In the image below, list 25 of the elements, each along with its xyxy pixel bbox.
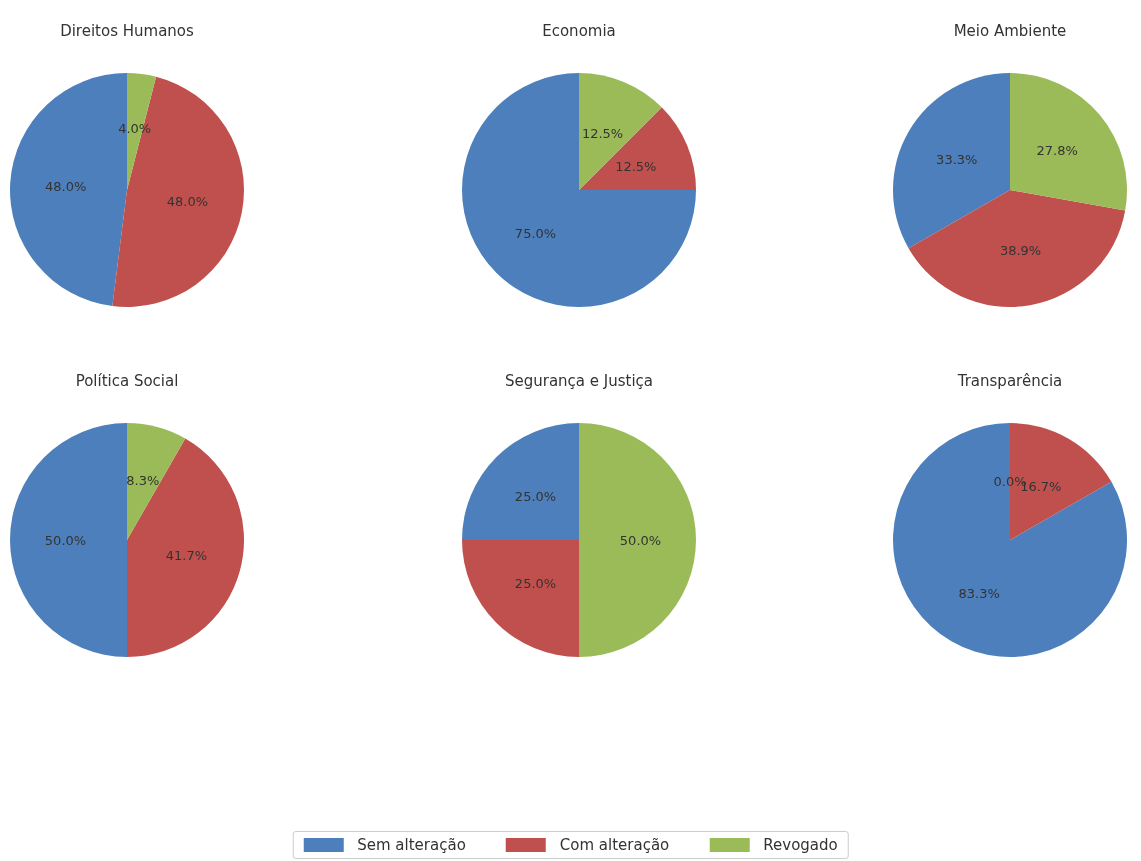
data-label: 50.0% [44,532,87,548]
chart-title: Segurança e Justiça [504,371,654,390]
data-label: 12.5% [615,158,657,174]
data-label: 25.0% [514,575,557,591]
chart-title: Economia [542,21,616,40]
chart-title: Direitos Humanos [60,21,195,40]
data-label: 50.0% [619,532,662,548]
data-label: 83.3% [958,585,1000,601]
legend-label: Com alteração [559,836,670,854]
data-label: 25.0% [514,489,557,505]
data-label: 33.3% [936,151,978,167]
legend-label: Sem alteração [357,836,466,854]
chart-title: Política Social [75,371,179,390]
data-label: 48.0% [166,194,209,210]
data-label: 75.0% [514,225,557,241]
data-label: 48.0% [44,178,87,194]
data-label: 27.8% [1036,143,1078,158]
data-label: 12.5% [581,125,624,141]
chart-title: Meio Ambiente [953,21,1067,40]
chart-title: Transparência [956,371,1063,390]
legend-label: Revogado [763,836,838,854]
data-label: 4.0% [118,121,152,137]
data-label: 41.7% [165,548,208,564]
data-label: 8.3% [126,473,160,489]
data-label: 38.9% [999,243,1042,259]
